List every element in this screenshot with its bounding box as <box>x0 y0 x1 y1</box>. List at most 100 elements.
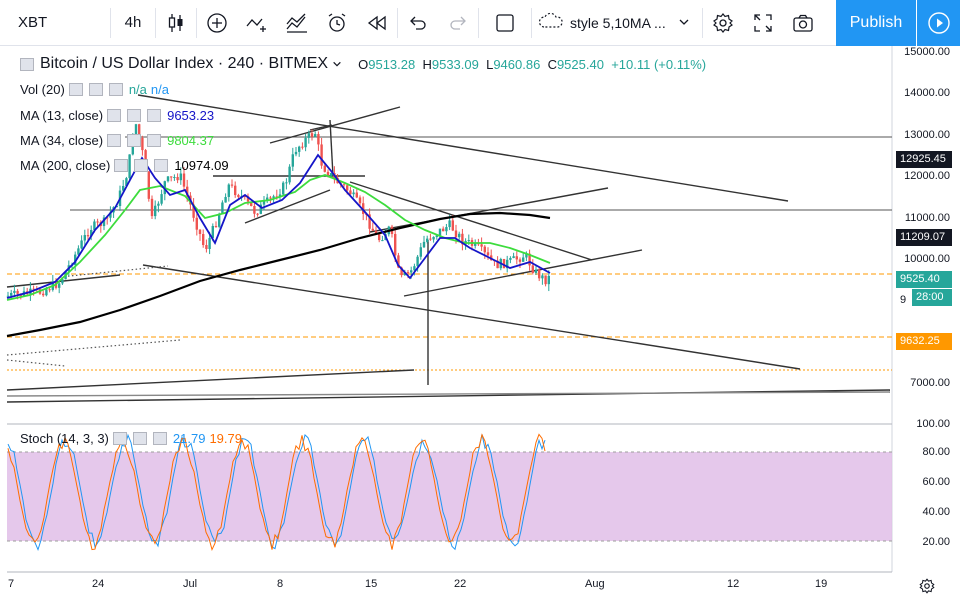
chevron-down-icon[interactable] <box>332 57 342 72</box>
indicator-value: 9804.37 <box>167 133 215 148</box>
gear-icon[interactable] <box>88 83 103 96</box>
close-icon[interactable] <box>154 159 169 172</box>
eye-icon[interactable] <box>112 432 127 445</box>
templates-icon[interactable] <box>277 0 317 46</box>
undo-icon[interactable] <box>398 0 438 46</box>
candle-body <box>214 226 218 228</box>
dotted-lines <box>6 265 181 367</box>
close-icon[interactable] <box>147 109 162 122</box>
toolbar-divider <box>397 7 398 38</box>
candle-body <box>173 177 176 179</box>
gear-icon[interactable] <box>918 577 936 597</box>
close-icon[interactable] <box>152 432 167 445</box>
time-axis-label: 15 <box>365 578 378 590</box>
symbol-search-button[interactable]: XBT <box>18 14 48 31</box>
eye-icon[interactable] <box>107 134 122 147</box>
ma-34-line[interactable] <box>6 174 551 301</box>
price-chart[interactable] <box>0 46 960 597</box>
ma200-legend: MA (200, close) 10974.09 <box>20 158 229 173</box>
stoch-band <box>7 452 892 541</box>
eye-icon[interactable] <box>107 109 122 122</box>
candle-body <box>394 233 397 256</box>
horizontal-levels[interactable] <box>7 136 892 371</box>
trend-line[interactable] <box>329 119 334 177</box>
vol-legend: Vol (20) n/a n/a <box>20 82 169 97</box>
candle-body <box>378 234 381 241</box>
ma-200-line[interactable] <box>6 211 551 338</box>
candle-body <box>432 236 435 240</box>
candle-body <box>304 137 307 148</box>
trend-line[interactable] <box>244 189 331 224</box>
trend-line[interactable] <box>403 249 643 297</box>
candle-body <box>227 184 230 197</box>
price-axis-label: 7000.00 <box>910 377 950 389</box>
layout-style-select[interactable]: style 5,10MA ... <box>532 0 702 46</box>
candle-body <box>48 289 51 291</box>
candle-body <box>176 177 179 181</box>
candle-body <box>419 247 422 257</box>
alarm-clock-icon[interactable] <box>317 0 357 46</box>
gear-icon[interactable] <box>703 0 743 46</box>
candle-body <box>125 178 128 187</box>
candle-body <box>362 203 365 214</box>
publish-button[interactable]: Publish <box>836 0 916 46</box>
eye-icon[interactable] <box>68 83 83 96</box>
candle-body <box>534 269 538 273</box>
candle-body <box>406 272 410 274</box>
candle-body <box>278 194 282 198</box>
close-icon[interactable] <box>108 83 123 96</box>
toolbar-divider <box>702 7 703 38</box>
add-compare-icon[interactable] <box>197 0 237 46</box>
candle-body <box>458 233 461 238</box>
trend-line[interactable] <box>349 181 593 261</box>
fullscreen-square-icon[interactable] <box>479 0 531 46</box>
fullscreen-icon[interactable] <box>743 0 783 46</box>
trend-line[interactable] <box>6 391 891 397</box>
candle-body <box>461 233 464 245</box>
ma34-legend: MA (34, close) 9804.37 <box>20 133 214 148</box>
price-axis-label: 10000.00 <box>904 253 950 265</box>
stoch-line <box>7 433 546 552</box>
candle-body <box>269 197 272 199</box>
gear-icon[interactable] <box>132 432 147 445</box>
candle-body <box>330 173 333 176</box>
candle-body <box>115 205 118 208</box>
candle-body <box>102 217 106 227</box>
stoch-axis-label: 100.00 <box>916 418 950 430</box>
ma-13-line[interactable] <box>6 153 551 299</box>
trend-line[interactable] <box>309 124 333 131</box>
trend-lines[interactable] <box>6 94 891 403</box>
replay-icon[interactable] <box>357 0 397 46</box>
collapse-toggle-icon[interactable] <box>20 57 34 71</box>
candle-body <box>352 192 355 195</box>
close-icon[interactable] <box>147 134 162 147</box>
eye-icon[interactable] <box>114 159 129 172</box>
trend-line[interactable] <box>142 264 801 370</box>
candle-body <box>285 182 288 184</box>
candle-body <box>438 228 442 236</box>
candles-icon[interactable] <box>156 0 196 46</box>
gear-icon[interactable] <box>134 159 149 172</box>
candle-body <box>486 252 490 256</box>
indicators-icon[interactable] <box>237 0 277 46</box>
trend-line[interactable] <box>6 369 415 391</box>
interval-button[interactable]: 4h <box>124 14 142 31</box>
trend-line[interactable] <box>137 94 789 202</box>
trend-line[interactable] <box>269 106 401 144</box>
play-icon[interactable] <box>916 0 960 46</box>
stoch-lines[interactable] <box>7 433 546 552</box>
candle-body <box>374 230 378 235</box>
candle-body <box>234 185 237 196</box>
candle-body <box>474 242 477 246</box>
trend-line[interactable] <box>369 187 609 233</box>
gear-icon[interactable] <box>127 109 142 122</box>
candle-body <box>74 254 77 265</box>
candle-body <box>170 176 173 178</box>
gear-icon[interactable] <box>127 134 142 147</box>
camera-icon[interactable] <box>783 0 823 46</box>
candle-body <box>368 214 371 229</box>
indicator-value: n/a <box>128 82 147 97</box>
redo-icon[interactable] <box>438 0 478 46</box>
candle-body <box>346 185 349 191</box>
price-tag: 12925.45 <box>896 151 952 168</box>
